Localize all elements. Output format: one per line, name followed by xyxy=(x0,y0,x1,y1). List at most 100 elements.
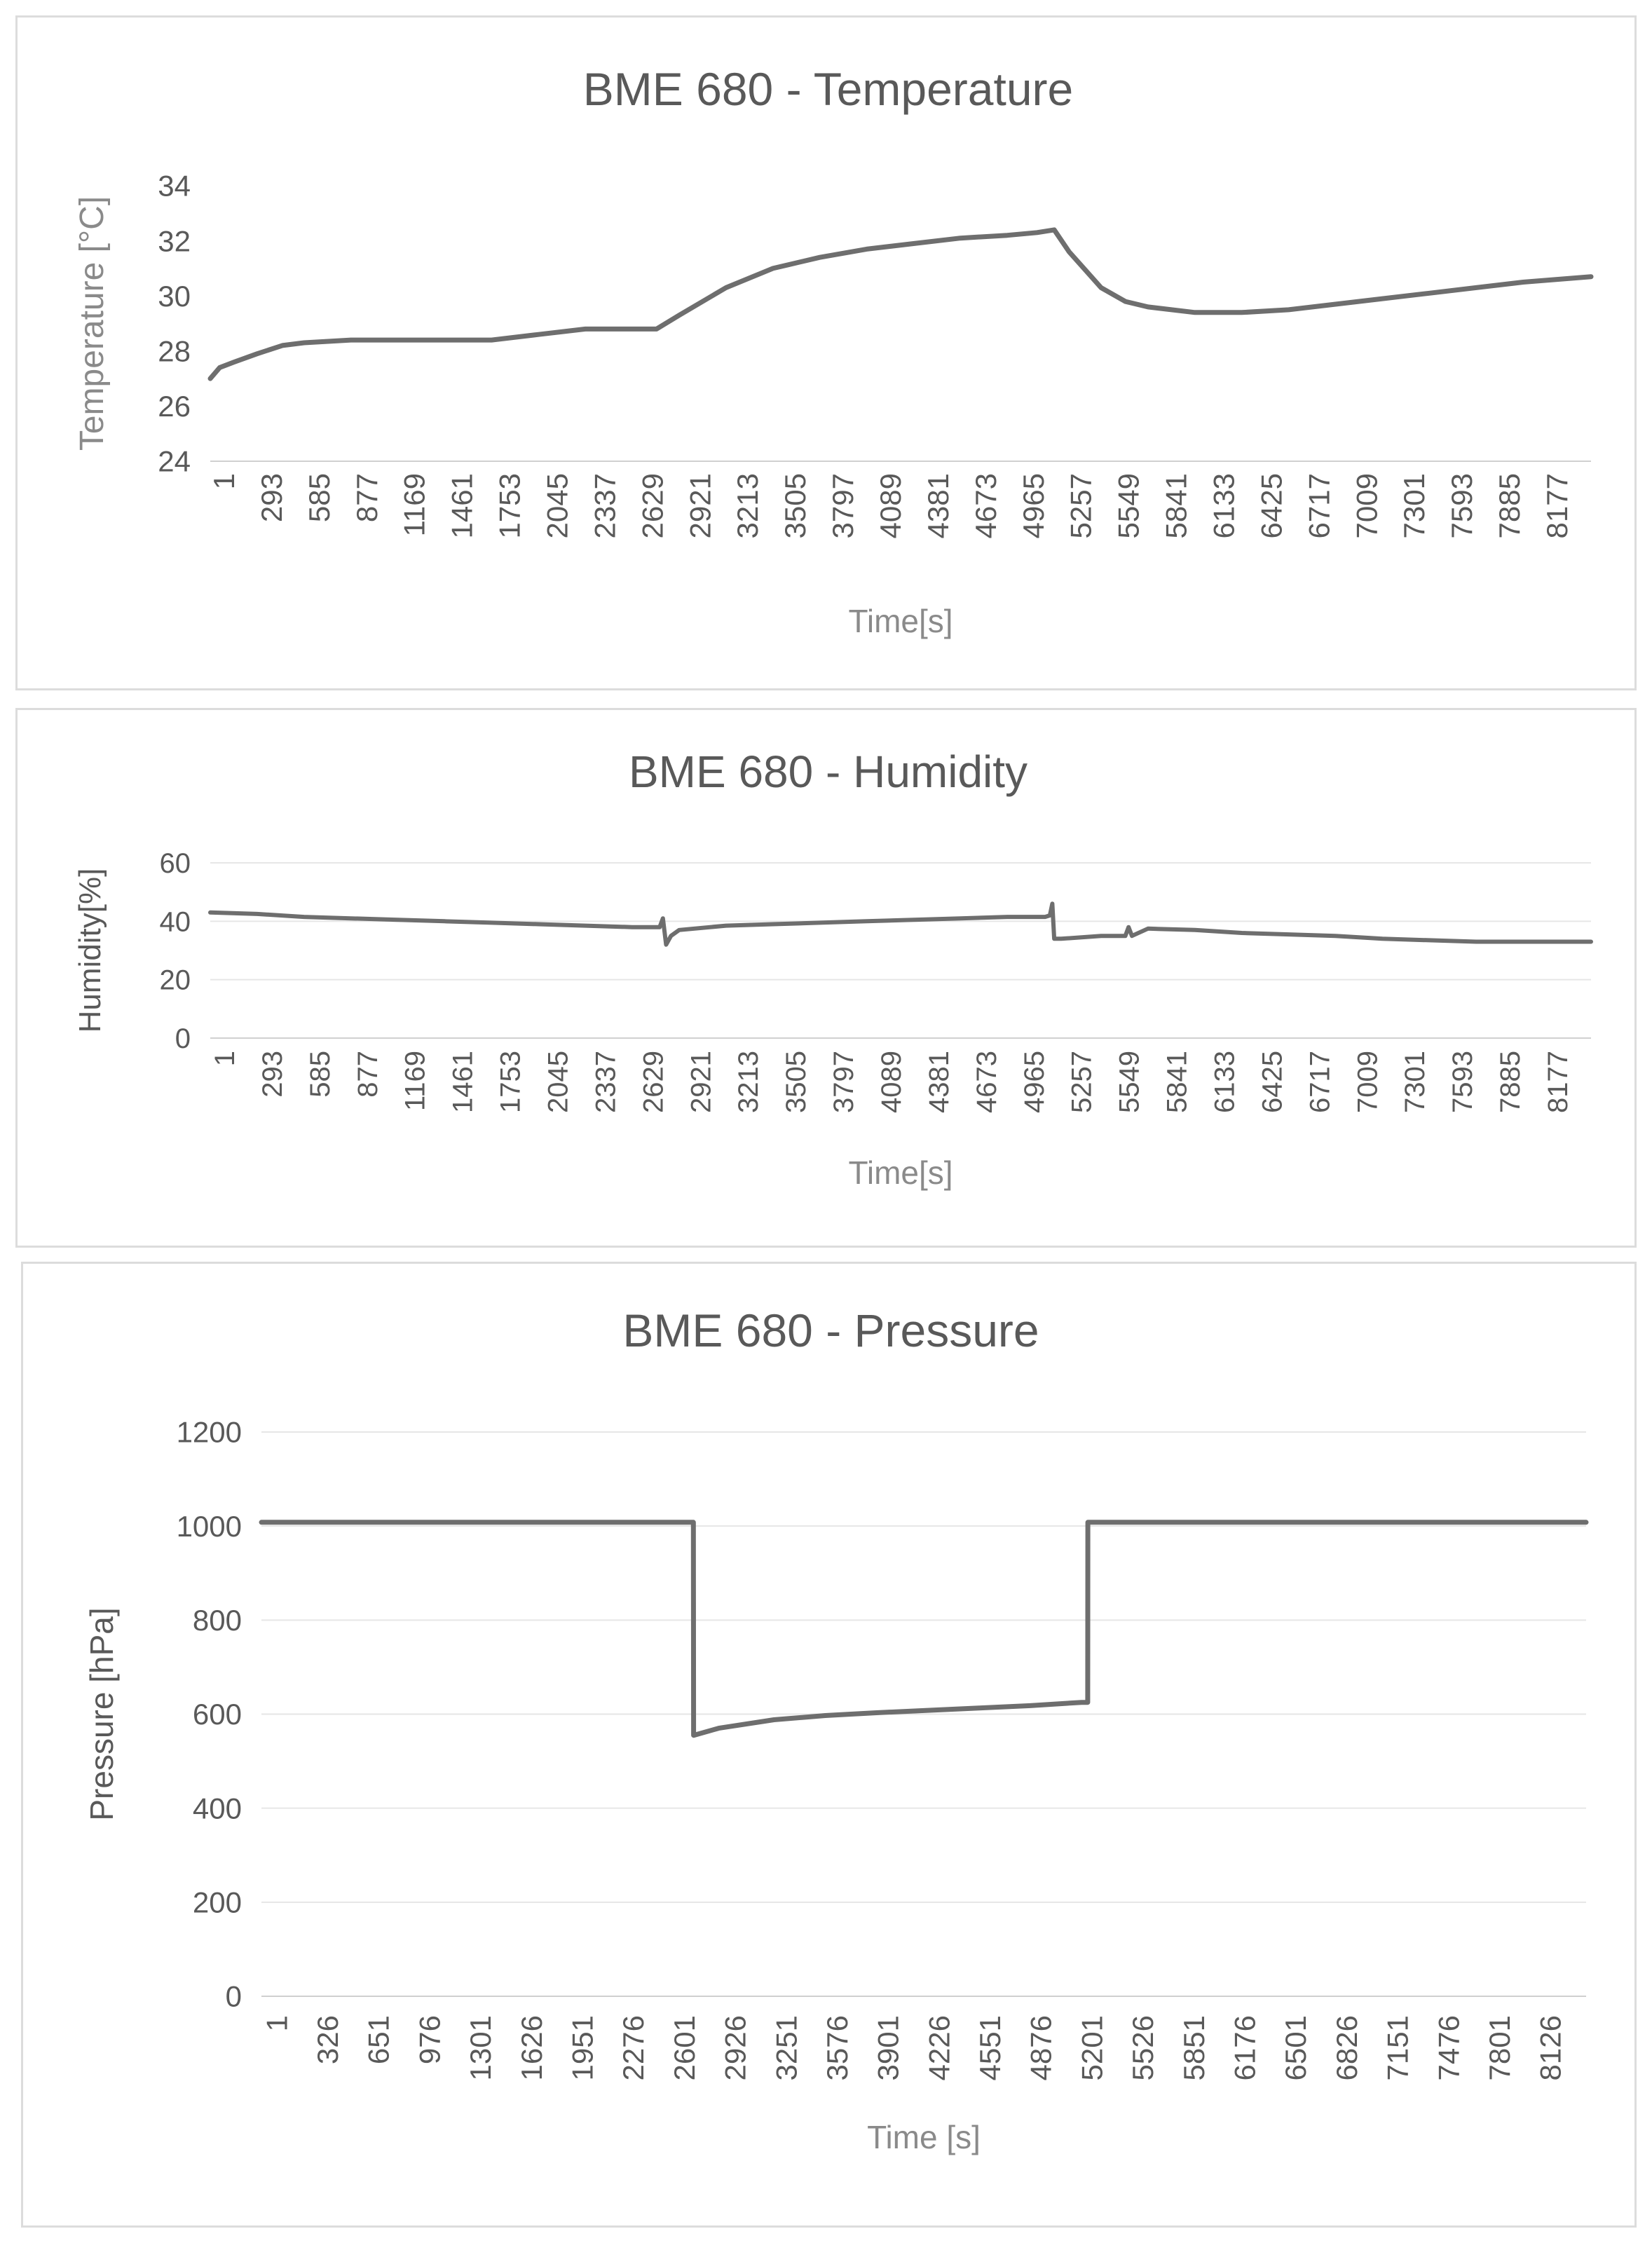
x-tick-label: 7593 xyxy=(1445,473,1478,538)
x-tick-label: 877 xyxy=(353,1051,383,1098)
humidity-chart-panel: BME 680 - Humidity 0 20 40 60 1 293 585 877 1169 1… xyxy=(15,708,1637,1248)
y-tick-label: 0 xyxy=(226,1980,242,2013)
x-tick-label: 5841 xyxy=(1160,473,1193,538)
x-tick-label: 3213 xyxy=(733,1051,764,1113)
x-tick-label: 8177 xyxy=(1543,1051,1574,1113)
y-tick-label: 20 xyxy=(160,965,191,996)
x-tick-label: 2045 xyxy=(540,473,573,538)
x-tick-label: 6425 xyxy=(1257,1051,1288,1113)
x-tick-label: 7885 xyxy=(1495,1051,1526,1113)
x-tick-label: 2045 xyxy=(542,1051,573,1113)
x-tick-label: 2926 xyxy=(719,2015,752,2080)
x-tick-label: 7801 xyxy=(1483,2015,1516,2080)
x-tick-label: 5257 xyxy=(1067,1051,1098,1113)
x-tick-label: 1626 xyxy=(515,2015,548,2080)
y-tick-label: 24 xyxy=(158,445,191,478)
x-tick-label: 293 xyxy=(257,1051,288,1098)
y-tick-label: 30 xyxy=(158,280,191,313)
x-tick-label: 2337 xyxy=(588,473,621,538)
x-tick-label: 7593 xyxy=(1447,1051,1478,1113)
x-tick-label: 7151 xyxy=(1381,2015,1414,2080)
x-tick-label: 293 xyxy=(255,473,288,522)
x-tick-label: 4226 xyxy=(922,2015,955,2080)
series-line-pressure xyxy=(259,1520,1589,1738)
x-tick-label: 5851 xyxy=(1177,2015,1210,2080)
y-tick-label: 28 xyxy=(158,335,191,368)
x-tick-label: 4876 xyxy=(1025,2015,1058,2080)
x-tick-label: 1169 xyxy=(400,1051,431,1111)
x-tick-label: 5526 xyxy=(1126,2015,1159,2080)
x-tick-label: 8126 xyxy=(1534,2015,1567,2080)
x-tick-label: 2921 xyxy=(683,473,716,538)
x-tick-label: 2276 xyxy=(617,2015,650,2080)
x-tick-label: 1301 xyxy=(464,2015,497,2080)
y-tick-label: 26 xyxy=(158,390,191,423)
x-tick-label: 2601 xyxy=(668,2015,701,2080)
x-tick-label: 5201 xyxy=(1075,2015,1108,2080)
x-tick-label: 1753 xyxy=(496,1051,526,1113)
x-tick-label: 877 xyxy=(350,473,383,522)
temperature-chart-panel: BME 680 - Temperature 24 26 28 30 32 34 1 293 585… xyxy=(15,15,1637,690)
x-axis-title: Time[s] xyxy=(848,1154,953,1191)
x-tick-label: 4381 xyxy=(924,1051,955,1113)
series-line-humidity xyxy=(208,901,1593,947)
x-tick-label: 3901 xyxy=(872,2015,905,2080)
x-tick-label: 6425 xyxy=(1255,473,1288,538)
x-tick-label: 585 xyxy=(303,473,336,522)
x-tick-label: 5549 xyxy=(1112,473,1145,538)
x-axis-title: Time [s] xyxy=(867,2119,981,2155)
y-axis-title: Temperature [°C] xyxy=(74,196,111,451)
x-axis-title: Time[s] xyxy=(848,603,953,639)
x-tick-label: 1169 xyxy=(398,473,431,536)
x-tick-label: 6717 xyxy=(1304,1051,1335,1113)
x-tick-label: 3251 xyxy=(770,2015,803,2080)
x-tick-label: 4381 xyxy=(922,473,955,538)
x-tick-label: 4965 xyxy=(1017,473,1050,538)
x-tick-label: 4965 xyxy=(1019,1051,1050,1113)
y-tick-label: 1200 xyxy=(177,1416,242,1449)
x-tick-label: 326 xyxy=(311,2015,344,2064)
x-tick-label: 1461 xyxy=(446,473,479,538)
y-tick-label: 200 xyxy=(193,1886,242,1919)
x-tick-label: 5841 xyxy=(1162,1051,1193,1113)
x-tick-label: 3797 xyxy=(828,1051,859,1113)
x-tick-label: 7009 xyxy=(1350,473,1383,538)
y-axis-title: Humidity[%] xyxy=(73,868,107,1033)
x-tick-label: 1 xyxy=(260,2015,293,2031)
y-tick-label: 400 xyxy=(193,1792,242,1825)
y-tick-label: 60 xyxy=(160,848,191,879)
chart-title: BME 680 - Humidity xyxy=(629,746,1028,797)
y-tick-label: 32 xyxy=(158,224,191,257)
x-tick-label: 3213 xyxy=(731,473,764,538)
x-tick-label: 1951 xyxy=(566,2015,599,2080)
y-tick-label: 600 xyxy=(193,1698,242,1731)
x-tick-label: 6501 xyxy=(1279,2015,1312,2080)
x-tick-label: 6133 xyxy=(1208,473,1241,538)
x-tick-label: 4673 xyxy=(969,473,1002,538)
x-tick-label: 1 xyxy=(207,473,240,489)
x-tick-label: 3797 xyxy=(826,473,859,538)
x-tick-label: 651 xyxy=(362,2015,395,2064)
y-tick-label: 40 xyxy=(160,906,191,937)
x-tick-label: 4089 xyxy=(874,473,907,538)
y-tick-label: 800 xyxy=(193,1604,242,1637)
x-tick-label: 1 xyxy=(210,1051,240,1066)
x-tick-label: 7301 xyxy=(1398,473,1431,538)
x-tick-label: 7476 xyxy=(1432,2015,1465,2080)
y-tick-label: 34 xyxy=(158,170,191,203)
chart-title: BME 680 - Pressure xyxy=(622,1304,1039,1356)
x-tick-label: 6826 xyxy=(1330,2015,1363,2080)
x-tick-label: 7009 xyxy=(1352,1051,1383,1113)
pressure-chart: BME 680 - Pressure 0 200 400 600 800 1000 1200 1… xyxy=(83,1304,1589,2155)
x-tick-label: 2337 xyxy=(590,1051,621,1113)
pressure-chart-panel: BME 680 - Pressure 0 200 400 600 800 1000 1200 1… xyxy=(21,1262,1637,2228)
x-tick-label: 4673 xyxy=(971,1051,1002,1113)
x-tick-label: 2629 xyxy=(636,473,669,538)
x-tick-label: 6176 xyxy=(1229,2015,1262,2080)
series-line-temperature xyxy=(207,227,1594,381)
x-tick-label: 1753 xyxy=(493,473,526,538)
y-tick-label: 0 xyxy=(175,1023,191,1054)
y-axis-title: Pressure [hPa] xyxy=(83,1607,120,1820)
x-tick-label: 7301 xyxy=(1400,1051,1431,1113)
x-tick-label: 5257 xyxy=(1065,473,1098,538)
